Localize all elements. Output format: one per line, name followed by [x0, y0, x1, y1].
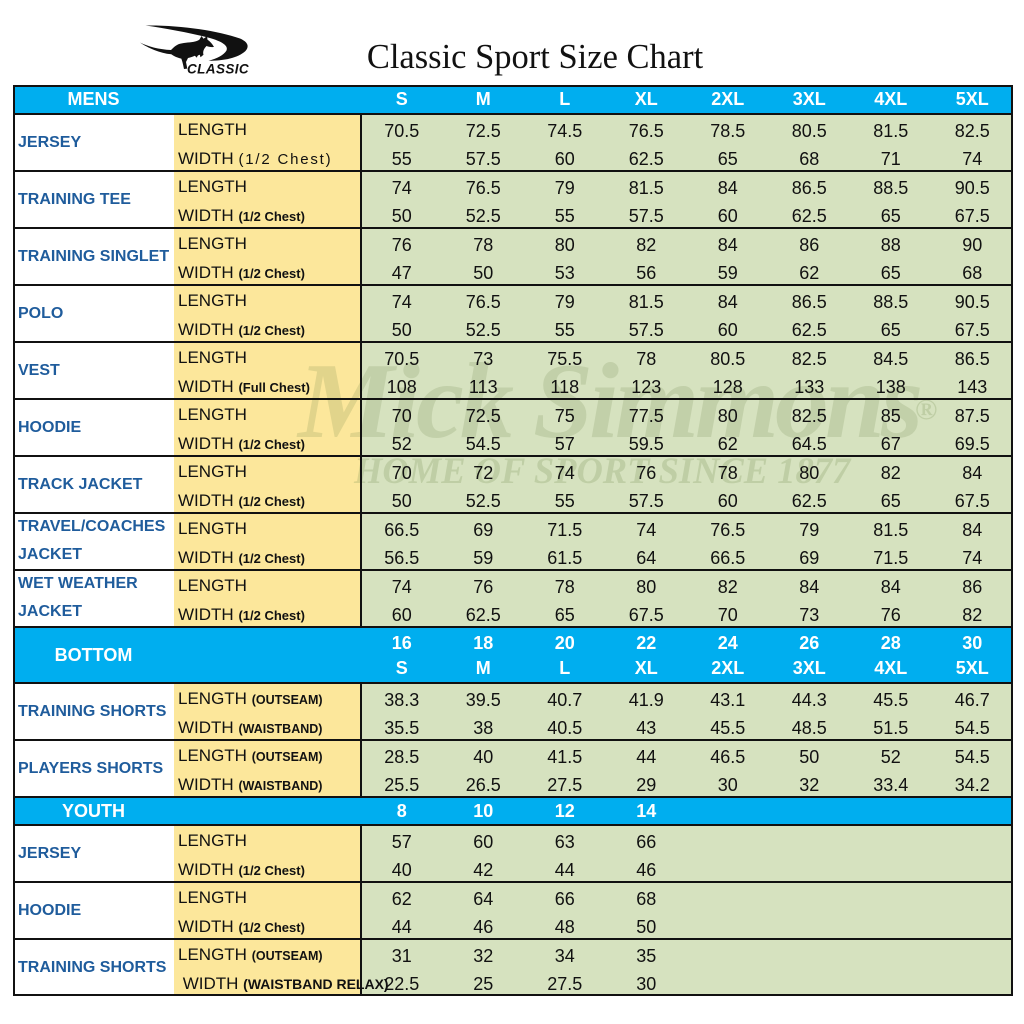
svg-text:CLASSIC: CLASSIC [187, 62, 249, 77]
